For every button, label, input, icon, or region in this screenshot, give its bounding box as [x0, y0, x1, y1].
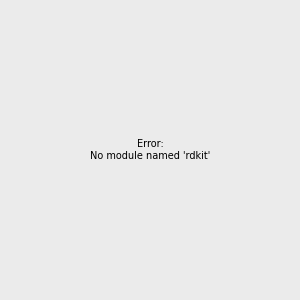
Text: Error:
No module named 'rdkit': Error: No module named 'rdkit' — [90, 139, 210, 161]
